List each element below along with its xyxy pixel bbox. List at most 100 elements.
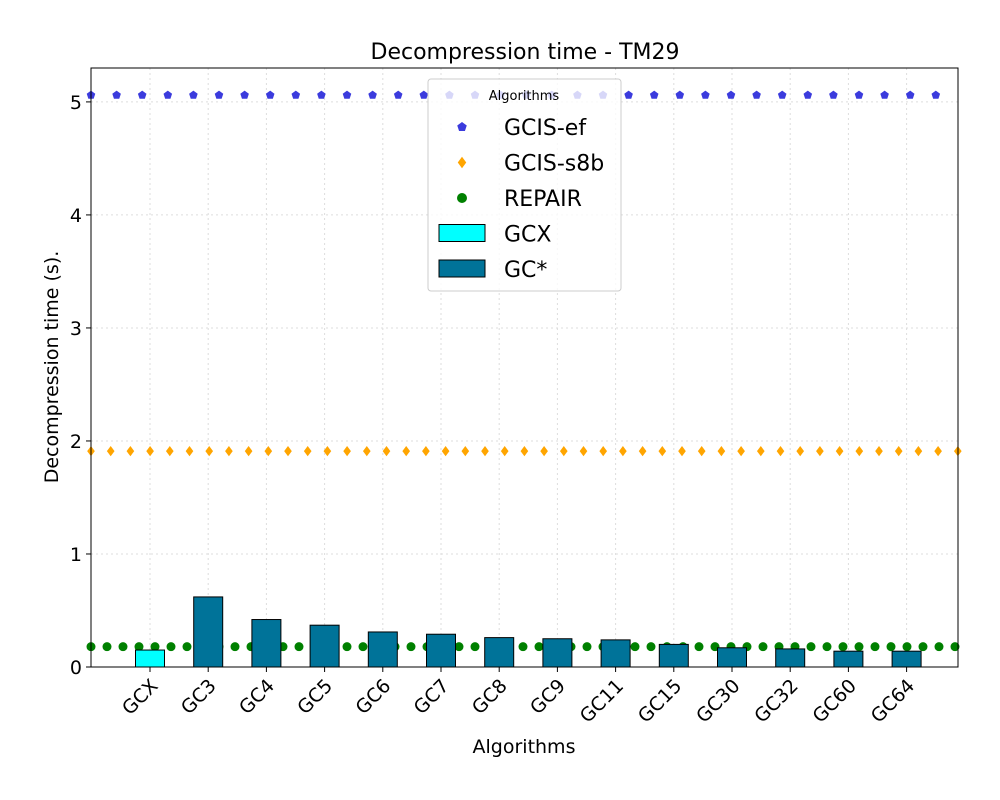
reference-line-gcis-s8b <box>87 445 962 457</box>
point <box>402 445 411 457</box>
x-tick-label: GCX <box>118 675 163 720</box>
bar <box>658 643 689 668</box>
y-tick-label: 3 <box>70 318 82 340</box>
point <box>134 642 144 652</box>
point <box>649 90 659 99</box>
point <box>717 445 726 457</box>
point <box>189 90 198 99</box>
x-tick-label: GC64 <box>867 675 919 727</box>
point <box>126 445 135 457</box>
point <box>343 445 351 457</box>
point <box>166 642 176 652</box>
bar <box>833 650 864 668</box>
point <box>225 445 233 457</box>
point <box>382 445 391 457</box>
legend-marker <box>457 122 467 132</box>
point <box>362 445 371 457</box>
point <box>905 90 915 99</box>
legend-marker <box>457 193 467 203</box>
x-axis: GCX GC3 GC4 GC5 GC6 GC7 GC8 GC9 GC11 GC15 GC30 GC32… <box>118 667 919 727</box>
point <box>822 642 832 652</box>
x-tick-label: GC7 <box>410 675 454 719</box>
chart-title: Decompression time - TM29 <box>371 40 680 65</box>
point <box>619 445 627 457</box>
point <box>777 90 787 99</box>
x-tick-label: GC15 <box>634 675 686 727</box>
point <box>726 90 736 99</box>
legend-swatch <box>438 259 486 278</box>
y-tick-label: 4 <box>70 205 82 227</box>
bar <box>193 596 224 668</box>
bar <box>600 639 631 668</box>
point <box>500 445 509 457</box>
bar <box>484 637 515 668</box>
point <box>697 445 706 457</box>
legend-title: Algorithms <box>489 89 560 104</box>
point <box>855 445 864 457</box>
point <box>182 642 192 652</box>
bar <box>426 633 456 668</box>
legend-entry-label: GCIS-s8b <box>504 152 604 177</box>
point <box>752 90 761 99</box>
bar <box>135 649 165 668</box>
point <box>520 445 529 457</box>
point <box>675 90 685 99</box>
point <box>205 445 214 457</box>
point <box>756 445 765 457</box>
point <box>880 90 889 99</box>
point <box>165 445 174 457</box>
x-tick-label: GC4 <box>235 675 279 719</box>
point <box>934 445 942 457</box>
point <box>240 90 249 99</box>
point <box>599 445 608 457</box>
point <box>875 445 883 457</box>
legend-marker <box>457 156 467 169</box>
point <box>579 445 588 457</box>
point <box>265 90 275 99</box>
bar <box>717 647 747 668</box>
x-tick-label: GC8 <box>468 675 512 719</box>
point <box>854 642 864 652</box>
point <box>934 642 944 652</box>
y-tick-label: 5 <box>70 92 82 114</box>
x-tick-label: GC11 <box>576 675 628 727</box>
point <box>950 642 960 652</box>
point <box>701 90 710 99</box>
point <box>294 642 304 652</box>
point <box>358 642 368 652</box>
point <box>582 642 592 652</box>
point <box>118 642 128 652</box>
point <box>758 642 768 652</box>
legend-entry-label: REPAIR <box>504 187 582 212</box>
point <box>150 642 160 652</box>
point <box>854 90 864 99</box>
point <box>776 445 785 457</box>
point <box>342 642 352 652</box>
point <box>317 90 326 99</box>
point <box>393 90 403 99</box>
legend: Algorithms GCIS-ef GCIS-s8b REPAIR GCX GC* <box>427 78 622 292</box>
point <box>106 445 115 457</box>
point <box>422 445 430 457</box>
point <box>534 642 544 652</box>
point <box>342 90 352 99</box>
point <box>284 445 292 457</box>
point <box>303 445 312 457</box>
point <box>894 445 903 457</box>
x-tick-label: GC30 <box>692 675 744 727</box>
point <box>291 90 301 99</box>
bar <box>775 648 806 668</box>
point <box>918 642 928 652</box>
y-tick-label: 2 <box>70 431 82 453</box>
point <box>914 445 923 457</box>
point <box>244 445 253 457</box>
x-axis-label: Algorithms <box>473 736 576 758</box>
x-tick-label: GC60 <box>808 675 860 727</box>
y-tick-label: 1 <box>70 544 82 566</box>
bar <box>251 619 282 668</box>
bar <box>542 638 573 668</box>
point <box>678 445 686 457</box>
point <box>806 642 816 652</box>
legend-entry-label: GCX <box>504 223 551 248</box>
